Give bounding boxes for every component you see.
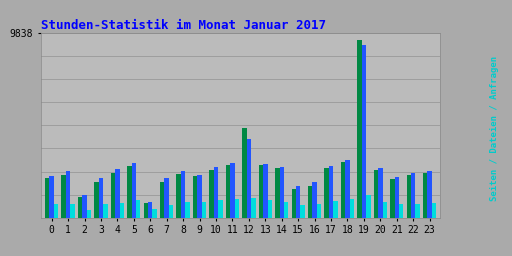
- Bar: [361, 45, 366, 218]
- Bar: [263, 164, 267, 218]
- Bar: [181, 171, 185, 218]
- Bar: [345, 159, 350, 218]
- Bar: [218, 200, 223, 218]
- Bar: [160, 182, 164, 218]
- Bar: [115, 169, 120, 218]
- Bar: [197, 175, 202, 218]
- Bar: [415, 204, 420, 218]
- Bar: [66, 171, 70, 218]
- Bar: [99, 178, 103, 218]
- Bar: [87, 210, 91, 218]
- Bar: [202, 202, 206, 218]
- Bar: [284, 202, 288, 218]
- Bar: [259, 165, 263, 218]
- Bar: [333, 201, 338, 218]
- Bar: [312, 182, 317, 218]
- Bar: [317, 205, 321, 218]
- Bar: [428, 171, 432, 218]
- Bar: [432, 202, 436, 218]
- Bar: [50, 176, 54, 218]
- Bar: [296, 186, 301, 218]
- Bar: [177, 174, 181, 218]
- Bar: [329, 166, 333, 218]
- Bar: [82, 195, 87, 218]
- Bar: [399, 205, 403, 218]
- Bar: [357, 40, 361, 218]
- Bar: [164, 178, 169, 218]
- Bar: [70, 204, 75, 218]
- Bar: [226, 165, 230, 218]
- Bar: [234, 199, 239, 218]
- Bar: [247, 139, 251, 218]
- Bar: [103, 204, 108, 218]
- Bar: [45, 178, 50, 218]
- Bar: [143, 202, 148, 218]
- Bar: [54, 205, 58, 218]
- Bar: [132, 163, 136, 218]
- Bar: [423, 173, 428, 218]
- Bar: [374, 170, 378, 218]
- Bar: [153, 209, 157, 218]
- Bar: [275, 168, 280, 218]
- Bar: [390, 179, 395, 218]
- Bar: [209, 170, 214, 218]
- Bar: [94, 182, 99, 218]
- Bar: [230, 163, 234, 218]
- Bar: [214, 167, 218, 218]
- Bar: [341, 162, 345, 218]
- Bar: [78, 197, 82, 218]
- Bar: [291, 189, 296, 218]
- Bar: [242, 128, 247, 218]
- Bar: [169, 205, 174, 218]
- Bar: [366, 195, 371, 218]
- Bar: [395, 177, 399, 218]
- Bar: [267, 200, 272, 218]
- Bar: [280, 167, 284, 218]
- Text: Seiten / Dateien / Anfragen: Seiten / Dateien / Anfragen: [489, 56, 499, 200]
- Bar: [148, 202, 153, 218]
- Bar: [325, 168, 329, 218]
- Bar: [308, 186, 312, 218]
- Bar: [301, 205, 305, 218]
- Bar: [378, 168, 382, 218]
- Bar: [251, 198, 255, 218]
- Bar: [193, 176, 197, 218]
- Bar: [111, 173, 115, 218]
- Bar: [185, 202, 190, 218]
- Bar: [411, 173, 415, 218]
- Bar: [120, 202, 124, 218]
- Bar: [350, 199, 354, 218]
- Text: Stunden-Statistik im Monat Januar 2017: Stunden-Statistik im Monat Januar 2017: [41, 19, 326, 32]
- Bar: [61, 175, 66, 218]
- Bar: [136, 200, 140, 218]
- Bar: [382, 202, 387, 218]
- Bar: [407, 175, 411, 218]
- Bar: [127, 166, 132, 218]
